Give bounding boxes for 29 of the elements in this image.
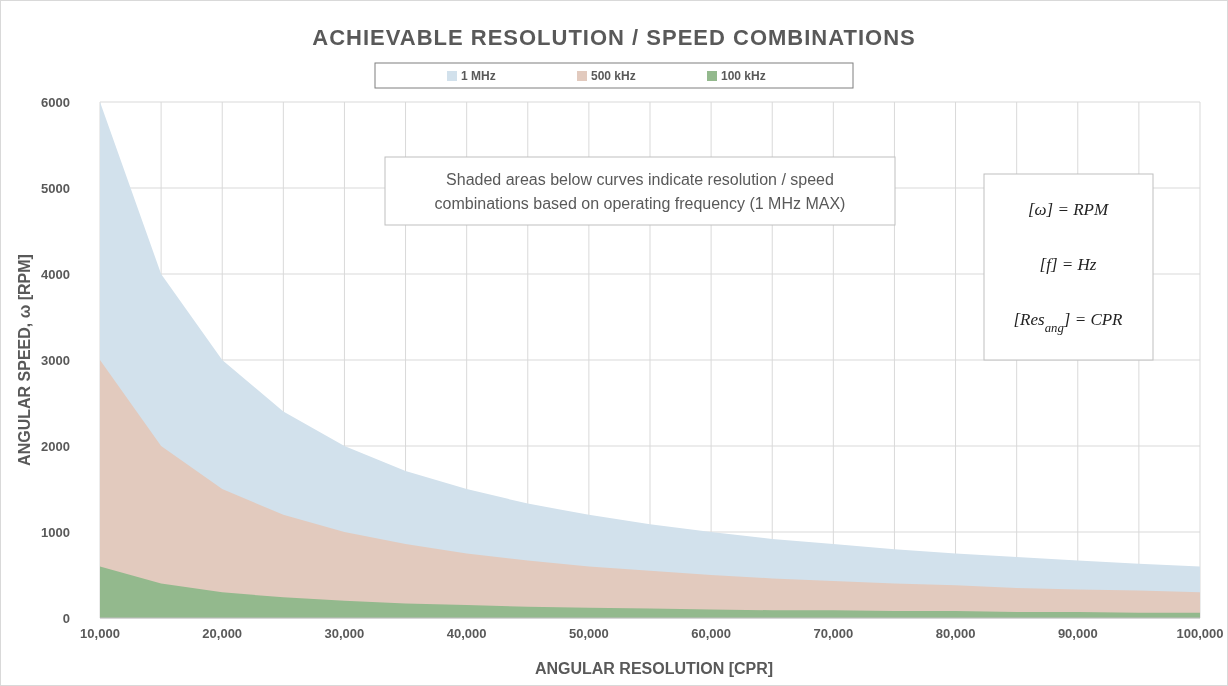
- y-tick-label: 4000: [41, 267, 70, 282]
- y-tick-label: 5000: [41, 181, 70, 196]
- formula-box: [ω] = RPM [f] = Hz [Res$_{ang}$] = CPR: [983, 173, 1154, 361]
- y-tick-label: 2000: [41, 439, 70, 454]
- text-box: Shaded areas below curves indicate resolution / speed combinations based on operating frequency (1 MHz MAX): [384, 156, 896, 226]
- chart-title: ACHIEVABLE RESOLUTION / SPEED COMBINATIONS: [312, 25, 916, 50]
- annotation: [ω] = RPM: [1027, 200, 1109, 219]
- x-tick-label: 30,000: [324, 626, 365, 641]
- x-tick-label: 20,000: [202, 626, 243, 641]
- y-tick-label: 0: [62, 611, 70, 626]
- y-tick-label: 6000: [41, 95, 70, 110]
- y-tick-label: 3000: [41, 353, 70, 368]
- x-tick-label: 60,000: [691, 626, 731, 641]
- annotation: [f] = Hz: [1039, 255, 1097, 274]
- x-tick-label: 80,000: [935, 626, 976, 641]
- x-tick-label: 50,000: [569, 626, 609, 641]
- annotation: Shaded areas below curves indicate resolution / speed combinations based on operating frequency (1 MHz MAX): [434, 171, 846, 212]
- x-tick-label: 10,000: [80, 626, 120, 641]
- x-tick-label: 90,000: [1057, 626, 1098, 641]
- x-tick-label: 40,000: [446, 626, 487, 641]
- annotation: [Res$_{ang}$] = CPR: [1013, 310, 1124, 335]
- x-tick-label: 70,000: [813, 626, 854, 641]
- legend-label: 500 kHz: [591, 69, 636, 83]
- y-axis-title: ANGULAR SPEED, ω [RPM]: [16, 254, 33, 466]
- x-axis-title: ANGULAR RESOLUTION [CPR]: [534, 660, 774, 677]
- legend-label: 1 MHz: [461, 69, 496, 83]
- legend-label: 100 kHz: [721, 69, 766, 83]
- y-tick-label: 1000: [41, 525, 70, 540]
- x-tick-label: 100,000: [1176, 626, 1224, 641]
